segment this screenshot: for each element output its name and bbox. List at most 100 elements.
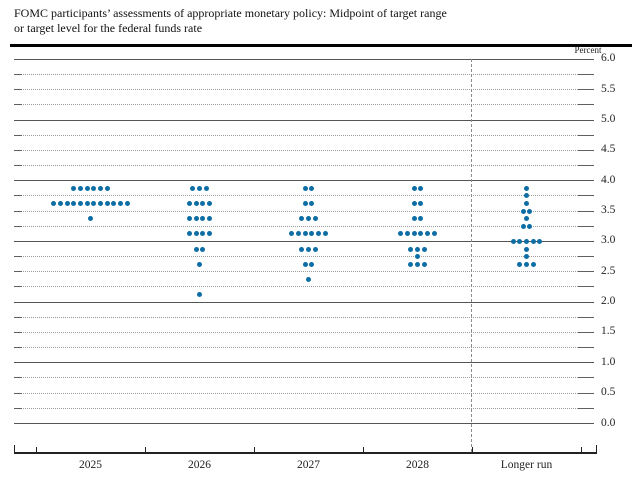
- fomc-projection-dot: [306, 216, 311, 222]
- y-tick-label: 2.5: [601, 264, 616, 277]
- gridline-left-dash: [14, 316, 22, 318]
- y-tick-label: 3.0: [601, 234, 616, 247]
- gridline-left-dash: [14, 331, 22, 333]
- gridline: [14, 256, 594, 258]
- gridline: [14, 392, 594, 394]
- fomc-projection-dot: [524, 193, 529, 199]
- fomc-projection-dot: [524, 185, 529, 191]
- fomc-projection-dot: [425, 231, 431, 237]
- fomc-projection-dot: [415, 254, 420, 260]
- gridline-right-dash: [578, 104, 594, 106]
- gridline-right-dash: [578, 377, 594, 379]
- fomc-projection-dot: [510, 238, 516, 244]
- y-tick-label: 1.0: [601, 355, 616, 368]
- fomc-projection-dot: [197, 185, 202, 191]
- gridline-right-dash: [578, 134, 594, 136]
- gridline-left-dash: [14, 104, 22, 106]
- x-tick-label: 2025: [79, 459, 102, 471]
- longer-run-separator-line: [471, 59, 472, 452]
- gridline-left-dash: [14, 377, 22, 379]
- fomc-projection-dot: [411, 216, 417, 222]
- fomc-projection-dot: [309, 201, 315, 207]
- gridline-right-dash: [578, 392, 594, 394]
- x-axis-tick: [253, 447, 255, 452]
- y-tick-label: 4.0: [601, 173, 616, 186]
- x-tick-label: 2026: [188, 459, 211, 471]
- fomc-projection-dot: [124, 201, 130, 207]
- fomc-projection-dot: [193, 201, 199, 207]
- fomc-projection-dot: [520, 223, 526, 229]
- fomc-projection-dot: [197, 292, 202, 298]
- fomc-projection-dot: [398, 231, 404, 237]
- gridline-right-dash: [578, 165, 594, 167]
- fomc-projection-dot: [77, 185, 83, 191]
- x-axis-end-tick: [14, 445, 15, 452]
- fomc-projection-dot: [193, 216, 199, 222]
- fomc-projection-dot: [517, 238, 523, 244]
- gridline: [14, 362, 594, 364]
- fomc-projection-dot: [418, 231, 424, 237]
- gridline-right-dash: [578, 286, 594, 288]
- gridline: [14, 240, 594, 242]
- y-axis-unit-label: Percent: [574, 45, 602, 55]
- fomc-projection-dot: [408, 246, 414, 252]
- fomc-projection-dot: [312, 216, 318, 222]
- fomc-projection-dot: [88, 216, 93, 222]
- fomc-projection-dot: [524, 254, 529, 260]
- fomc-projection-dot: [186, 216, 192, 222]
- x-axis-tick: [580, 447, 582, 452]
- y-tick-label: 0.5: [601, 386, 616, 399]
- fomc-projection-dot: [193, 231, 199, 237]
- x-tick-label: 2027: [297, 459, 320, 471]
- gridline-right-dash: [578, 271, 594, 273]
- gridline: [14, 271, 594, 273]
- fomc-projection-dot: [431, 231, 437, 237]
- fomc-projection-dot: [537, 238, 543, 244]
- gridline: [14, 119, 594, 121]
- gridline: [14, 301, 594, 303]
- gridline: [14, 104, 594, 106]
- fomc-projection-dot: [418, 201, 424, 207]
- gridline-left-dash: [14, 149, 22, 151]
- gridline: [14, 331, 594, 333]
- gridline-right-dash: [578, 347, 594, 349]
- fomc-projection-dot: [415, 261, 420, 267]
- gridline: [14, 347, 594, 349]
- gridline-left-dash: [14, 134, 22, 136]
- fomc-projection-dot: [91, 201, 97, 207]
- x-tick-label: Longer run: [500, 459, 553, 471]
- fomc-projection-dot: [207, 231, 213, 237]
- gridline-right-dash: [578, 316, 594, 318]
- fomc-projection-dot: [524, 201, 529, 207]
- gridline-left-dash: [14, 225, 22, 227]
- gridline: [14, 225, 594, 227]
- gridline: [14, 74, 594, 76]
- fomc-projection-dot: [309, 185, 315, 191]
- gridline: [14, 195, 594, 197]
- fomc-projection-dot: [316, 231, 322, 237]
- fomc-projection-dot: [524, 216, 529, 222]
- y-tick-label: 5.0: [601, 113, 616, 126]
- gridline-right-dash: [578, 407, 594, 409]
- x-tick-label: 2028: [406, 459, 429, 471]
- fomc-projection-dot: [84, 201, 90, 207]
- fomc-projection-dot: [77, 201, 83, 207]
- fomc-projection-dot: [411, 201, 417, 207]
- x-axis-tick: [144, 447, 146, 452]
- gridline-left-dash: [14, 407, 22, 409]
- fomc-projection-dot: [524, 261, 529, 267]
- fomc-projection-dot: [309, 261, 315, 267]
- x-axis-end-tick: [596, 445, 597, 452]
- y-tick-label: 6.0: [601, 52, 616, 65]
- x-axis-line: [14, 452, 597, 454]
- fomc-projection-dot: [289, 231, 295, 237]
- fomc-projection-dot: [322, 231, 328, 237]
- gridline-left-dash: [14, 271, 22, 273]
- fomc-projection-dot: [524, 246, 529, 252]
- fomc-projection-dot: [186, 231, 192, 237]
- gridline: [14, 316, 594, 318]
- fomc-projection-dot: [517, 261, 523, 267]
- gridline: [14, 210, 594, 212]
- gridline: [14, 89, 594, 91]
